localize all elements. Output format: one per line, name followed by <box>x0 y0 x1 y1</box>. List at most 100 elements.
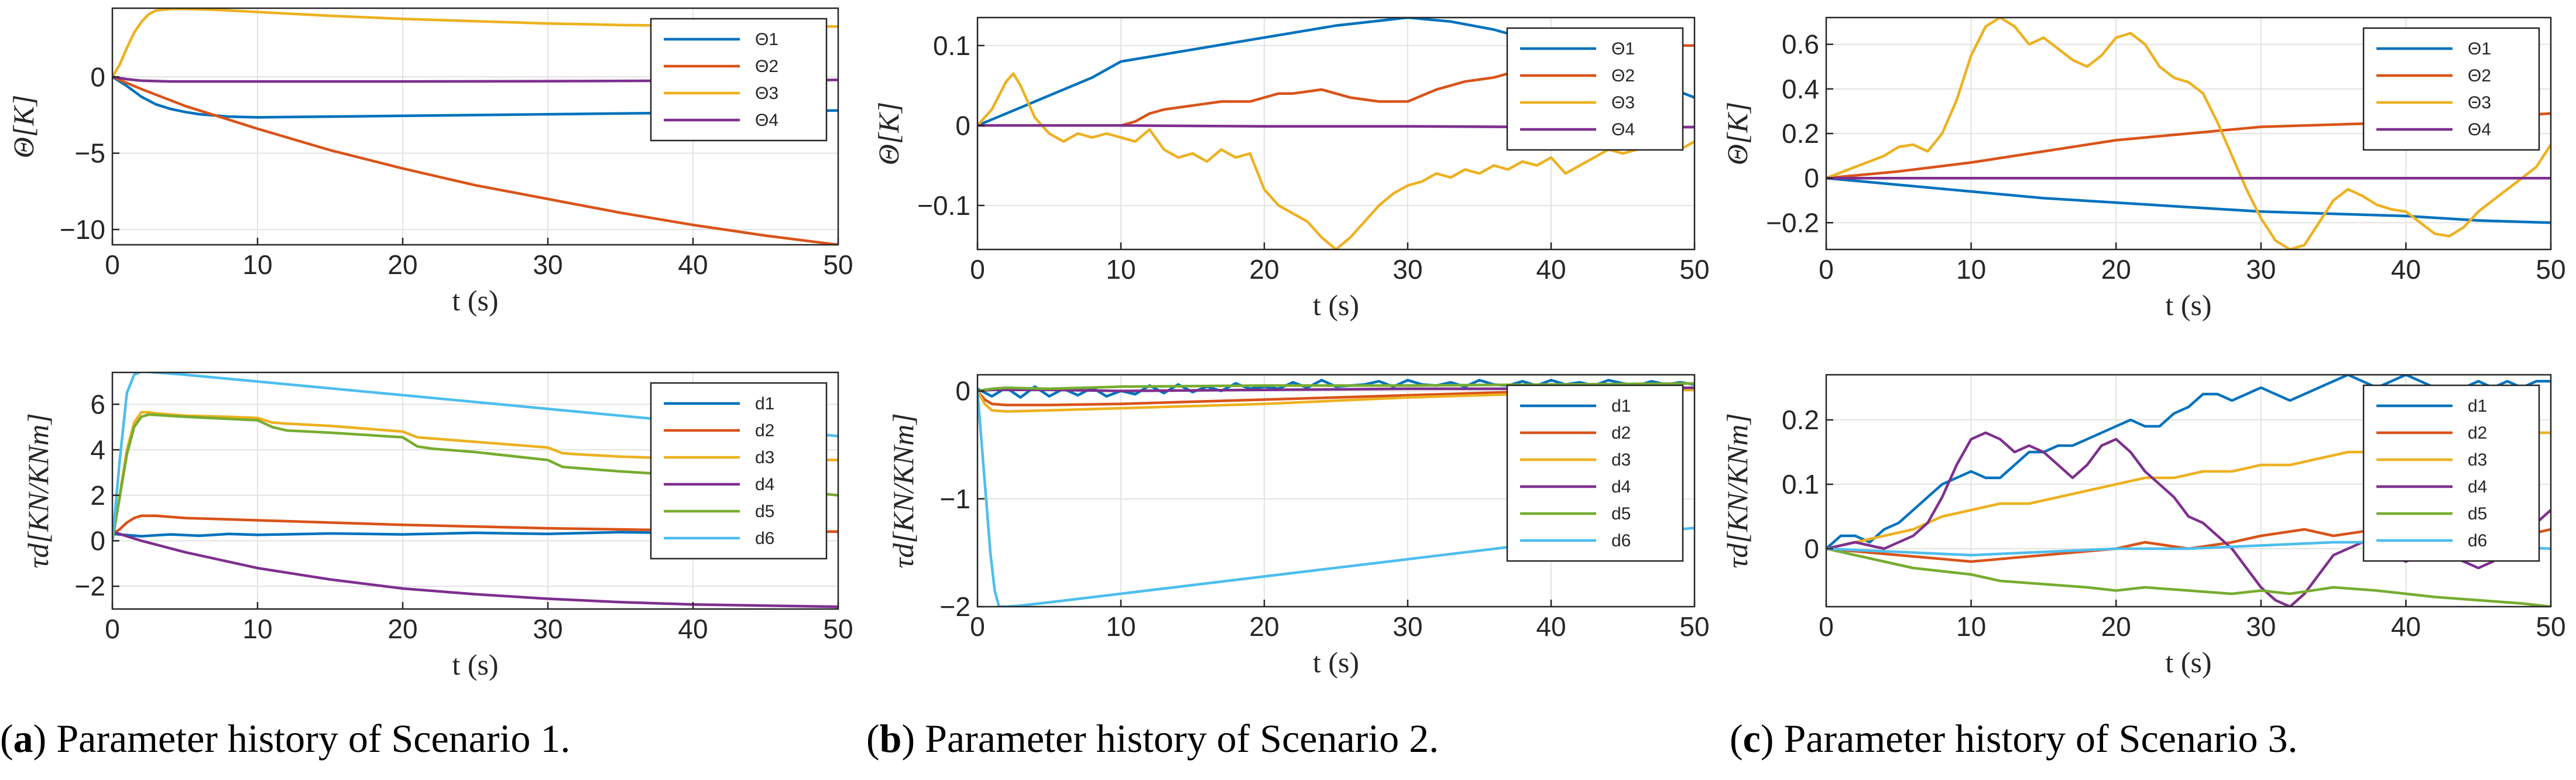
y-tick-label: 0.1 <box>1782 469 1819 500</box>
legend-label: d1 <box>755 394 774 413</box>
x-tick-label: 30 <box>2246 254 2276 285</box>
series-line <box>1826 547 2551 607</box>
x-tick-label: 40 <box>678 249 708 280</box>
y-tick-label: 0 <box>90 61 105 92</box>
series-line <box>112 514 838 535</box>
y-tick-label: −0.1 <box>917 190 970 221</box>
y-tick-label: 0 <box>955 376 970 406</box>
x-tick-label: 0 <box>105 249 120 280</box>
y-tick-label: −5 <box>75 138 105 169</box>
y-axis-label: τd[KN/KNm] <box>887 413 920 568</box>
x-tick-label: 40 <box>1536 254 1566 285</box>
x-tick-label: 50 <box>1679 254 1709 285</box>
x-tick-label: 30 <box>1392 254 1422 285</box>
series-line <box>1826 18 2551 249</box>
caption-letter: a <box>13 716 33 761</box>
legend-label: d4 <box>1611 477 1631 497</box>
x-tick-label: 10 <box>242 614 272 644</box>
caption-b: (b) Parameter history of Scenario 2. <box>866 716 1439 761</box>
x-tick-label: 30 <box>533 249 562 280</box>
x-tick-label: 0 <box>970 254 985 285</box>
chart-b-top: 0 10 20 30 40 50 −0.1 0 0.1 t (s) Θ[K] Θ1 Θ2 Θ3 Θ4 <box>872 16 1710 321</box>
legend-label: d3 <box>755 448 774 467</box>
legend-label: Θ3 <box>1611 93 1635 112</box>
legend-label: d3 <box>1611 450 1631 470</box>
x-tick-label: 40 <box>2391 254 2421 285</box>
x-tick-label: 20 <box>387 614 417 644</box>
legend-label: Θ1 <box>2468 39 2491 59</box>
legend-label: d2 <box>1611 423 1631 443</box>
chart-b-bottom: 0 10 20 30 40 50−2−10t (s)τd[KN/KNm]d1d2d3d4d… <box>887 374 1710 679</box>
series-line <box>977 382 1695 392</box>
legend-box <box>1506 384 1684 562</box>
legend: Θ1 Θ2 Θ3 Θ4 <box>1506 27 1684 151</box>
caption-c: (c) Parameter history of Scenario 3. <box>1730 716 2298 761</box>
legend-label: Θ2 <box>1611 66 1635 85</box>
x-tick-label: 20 <box>387 249 417 280</box>
x-axis-label: t (s) <box>452 648 498 681</box>
legend-label: Θ4 <box>755 111 778 130</box>
x-tick-label: 0 <box>1819 254 1834 285</box>
legend: d1 d2 d3 d4 d5 d6 <box>2362 384 2540 562</box>
x-tick-label: 20 <box>1249 254 1279 285</box>
plot-frame <box>111 371 839 610</box>
x-tick-label: 50 <box>823 614 853 644</box>
caption-text: Parameter history of Scenario 3. <box>1783 716 2298 761</box>
x-tick-label: 0 <box>970 611 985 642</box>
x-tick-label: 20 <box>1249 611 1279 642</box>
chart-c-top: 0 10 20 30 40 50−0.200.20.40.6t (s)Θ[K]Θ1Θ2Θ3… <box>1721 16 2566 321</box>
series-line <box>1826 176 2551 224</box>
legend-label: Θ2 <box>755 57 778 76</box>
legend-label: d1 <box>1611 396 1631 416</box>
x-axis-label: t (s) <box>452 284 498 317</box>
y-tick-label: 0.6 <box>1782 29 1819 60</box>
x-tick-label: 40 <box>2391 611 2421 642</box>
caption-letter: c <box>1743 716 1761 761</box>
y-tick-label: 2 <box>90 480 105 511</box>
legend: Θ1 Θ2 Θ3 Θ4 <box>2362 27 2540 151</box>
y-tick-label: 0.2 <box>1782 405 1819 435</box>
y-axis-label: τd[KN/KNm] <box>22 413 54 568</box>
x-tick-label: 50 <box>1679 611 1709 642</box>
plot-frame <box>976 16 1696 251</box>
legend-label: d5 <box>2468 504 2487 524</box>
plot-frame <box>1825 374 2552 608</box>
plot-frame <box>976 374 1696 608</box>
caption-text: Parameter history of Scenario 1. <box>56 716 571 761</box>
legend-box <box>1506 27 1684 151</box>
legend-label: Θ1 <box>1611 39 1635 59</box>
legend-label: d6 <box>2468 531 2487 550</box>
legend-label: d4 <box>2468 477 2487 497</box>
chart-a-top: 0 10 20 30 40 50 −10 −5 0 t (s) Θ[K] Θ1 Θ2 Θ3 Θ4 <box>7 7 853 317</box>
x-axis-label: t (s) <box>2165 289 2211 321</box>
legend-box <box>2362 384 2540 562</box>
legend: d1 d2 d3 d4 d5 d6 <box>650 382 828 560</box>
y-tick-label: 0.4 <box>1782 74 1819 104</box>
x-tick-label: 10 <box>1956 254 1986 285</box>
y-axis-label: τd[KN/KNm] <box>1721 413 1754 568</box>
y-tick-label: −2 <box>75 571 105 601</box>
x-tick-label: 40 <box>678 614 708 644</box>
legend-label: Θ4 <box>2468 120 2491 139</box>
legend-box <box>2362 27 2540 151</box>
y-tick-label: 0.2 <box>1782 118 1819 149</box>
series-line <box>112 76 838 245</box>
y-tick-label: 0 <box>1804 163 1819 193</box>
legend-label: d3 <box>2468 450 2487 470</box>
legend-box <box>650 18 828 142</box>
y-axis-label: Θ[K] <box>872 102 905 165</box>
x-axis-label: t (s) <box>1313 646 1359 679</box>
legend-label: d2 <box>2468 423 2487 443</box>
legend-label: d2 <box>755 421 774 440</box>
legend: d1 d2 d3 d4 d5 d6 <box>1506 384 1684 562</box>
y-tick-label: 6 <box>90 389 105 419</box>
y-tick-label: 0 <box>1804 533 1819 564</box>
series-line <box>977 72 1695 249</box>
y-tick-label: −0.2 <box>1766 207 1819 238</box>
x-tick-label: 10 <box>1106 254 1136 285</box>
legend-label: Θ4 <box>1611 120 1635 139</box>
x-tick-label: 10 <box>242 249 272 280</box>
